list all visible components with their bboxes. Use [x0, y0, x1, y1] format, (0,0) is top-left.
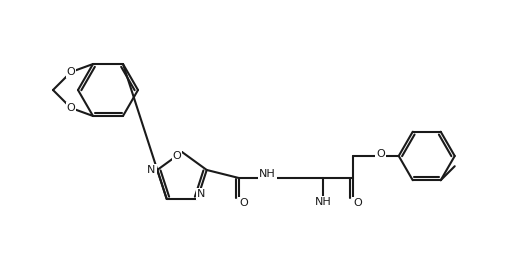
Text: N: N [197, 189, 205, 199]
Text: NH: NH [315, 197, 332, 207]
Text: O: O [239, 198, 248, 208]
Text: NH: NH [260, 169, 276, 179]
Text: O: O [66, 103, 76, 113]
Text: O: O [377, 149, 385, 159]
Text: N: N [147, 165, 155, 175]
Text: O: O [66, 67, 76, 77]
Text: O: O [173, 151, 181, 161]
Text: O: O [353, 198, 362, 208]
